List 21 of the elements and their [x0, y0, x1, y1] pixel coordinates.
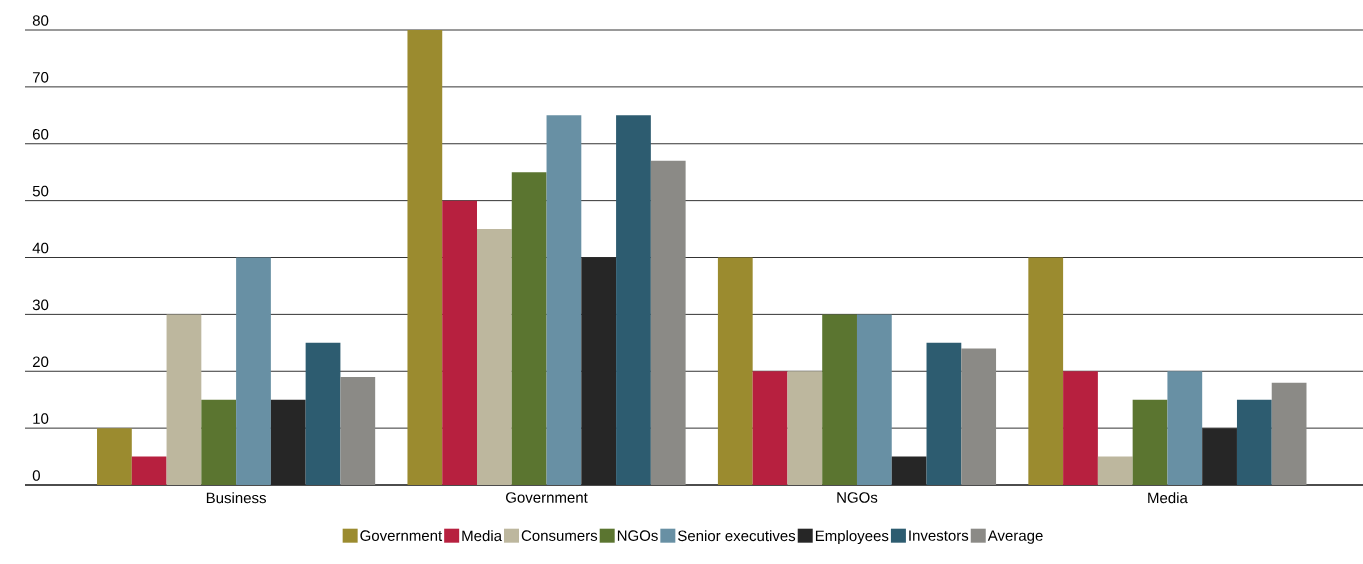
x-tick-label: Media: [1148, 492, 1188, 504]
x-tick-label: NGOs: [837, 492, 878, 503]
y-tick-label: 10: [33, 413, 49, 424]
y-tick-label: 0: [32, 470, 40, 481]
legend-label: Senior executives: [678, 530, 796, 542]
y-tick-label: 20: [32, 356, 49, 368]
legend-label: Media: [462, 530, 503, 542]
x-tick-label: Government: [506, 492, 588, 503]
legend-label: Employees: [815, 530, 889, 545]
y-tick-label: 60: [32, 128, 49, 140]
y-tick-label: 30: [32, 299, 49, 311]
legend-label: Average: [987, 530, 1043, 544]
x-tick-label: Business: [206, 492, 266, 504]
y-tick-label: 80: [32, 15, 49, 26]
legend-label: Government: [360, 530, 443, 541]
legend-label: Investors: [909, 530, 969, 541]
y-tick-label: 50: [32, 185, 49, 197]
y-tick-label: 40: [32, 242, 49, 254]
legend-label: Consumers: [521, 530, 598, 541]
legend-label: NGOs: [617, 530, 658, 541]
y-tick-label: 70: [32, 72, 49, 83]
